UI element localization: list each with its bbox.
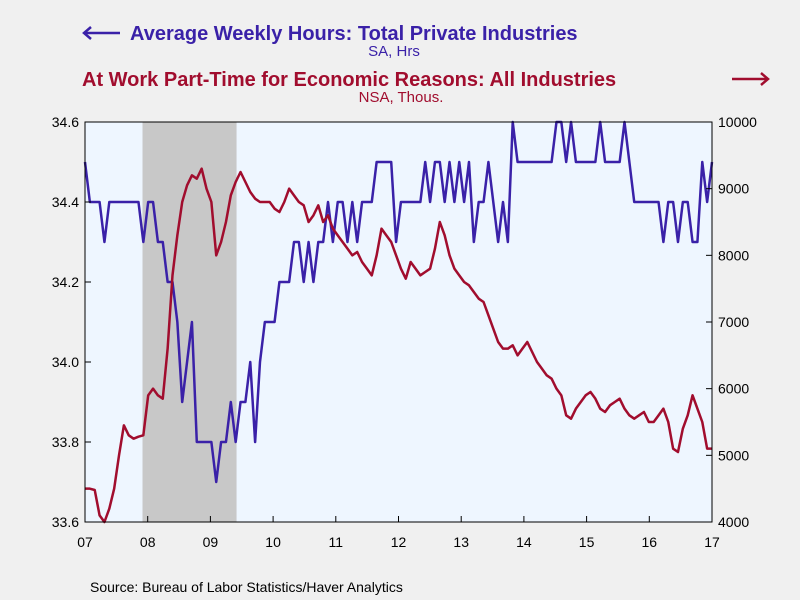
legend-entry-hours: Average Weekly Hours: Total Private Indu… [82, 23, 578, 60]
right-y-tick-label: 5000 [718, 447, 749, 463]
right-y-tick-label: 8000 [718, 247, 749, 263]
right-y-tick-label: 4000 [718, 514, 749, 530]
x-tick-label: 17 [704, 534, 720, 550]
legend-entry-parttime: At Work Part-Time for Economic Reasons: … [82, 69, 770, 106]
left-y-tick-label: 34.0 [52, 354, 79, 370]
right-y-tick-label: 10000 [718, 114, 757, 130]
x-tick-label: 08 [140, 534, 156, 550]
source-note: Source: Bureau of Labor Statistics/Haver… [90, 579, 403, 595]
right-y-tick-label: 9000 [718, 181, 749, 197]
right-y-tick-label: 7000 [718, 314, 749, 330]
arrow-left-icon [82, 26, 120, 40]
left-y-tick-label: 34.6 [52, 114, 79, 130]
x-tick-label: 14 [516, 534, 532, 550]
left-y-tick-label: 33.8 [52, 434, 79, 450]
arrow-right-icon [732, 72, 770, 86]
legend-unit-parttime: NSA, Thous. [359, 89, 444, 106]
left-y-tick-label: 34.4 [52, 194, 79, 210]
legend-unit-hours: SA, Hrs [368, 43, 420, 60]
series-line-parttime [85, 167, 712, 524]
legend-title-parttime: At Work Part-Time for Economic Reasons: … [82, 69, 616, 91]
x-tick-label: 09 [203, 534, 219, 550]
x-tick-label: 15 [579, 534, 595, 550]
recession-shading [142, 122, 237, 522]
left-y-tick-label: 33.6 [52, 514, 79, 530]
x-tick-label: 07 [77, 534, 93, 550]
legend: Average Weekly Hours: Total Private Indu… [82, 23, 770, 106]
x-tick-label: 13 [453, 534, 469, 550]
x-tick-label: 12 [391, 534, 407, 550]
series-line-hours [83, 120, 714, 484]
left-y-tick-label: 34.2 [52, 274, 79, 290]
x-tick-label: 11 [329, 534, 344, 550]
right-y-axis: 4000 5000 6000 7000 8000 9000 10000 [706, 114, 757, 530]
x-axis: 07 08 09 10 11 12 13 14 15 16 17 [77, 516, 720, 550]
right-y-tick-label: 6000 [718, 381, 749, 397]
legend-title-hours: Average Weekly Hours: Total Private Indu… [130, 23, 578, 45]
x-tick-label: 10 [265, 534, 281, 550]
x-tick-label: 16 [642, 534, 658, 550]
left-y-axis: 33.6 33.8 34.0 34.2 34.4 34.6 [52, 114, 91, 530]
